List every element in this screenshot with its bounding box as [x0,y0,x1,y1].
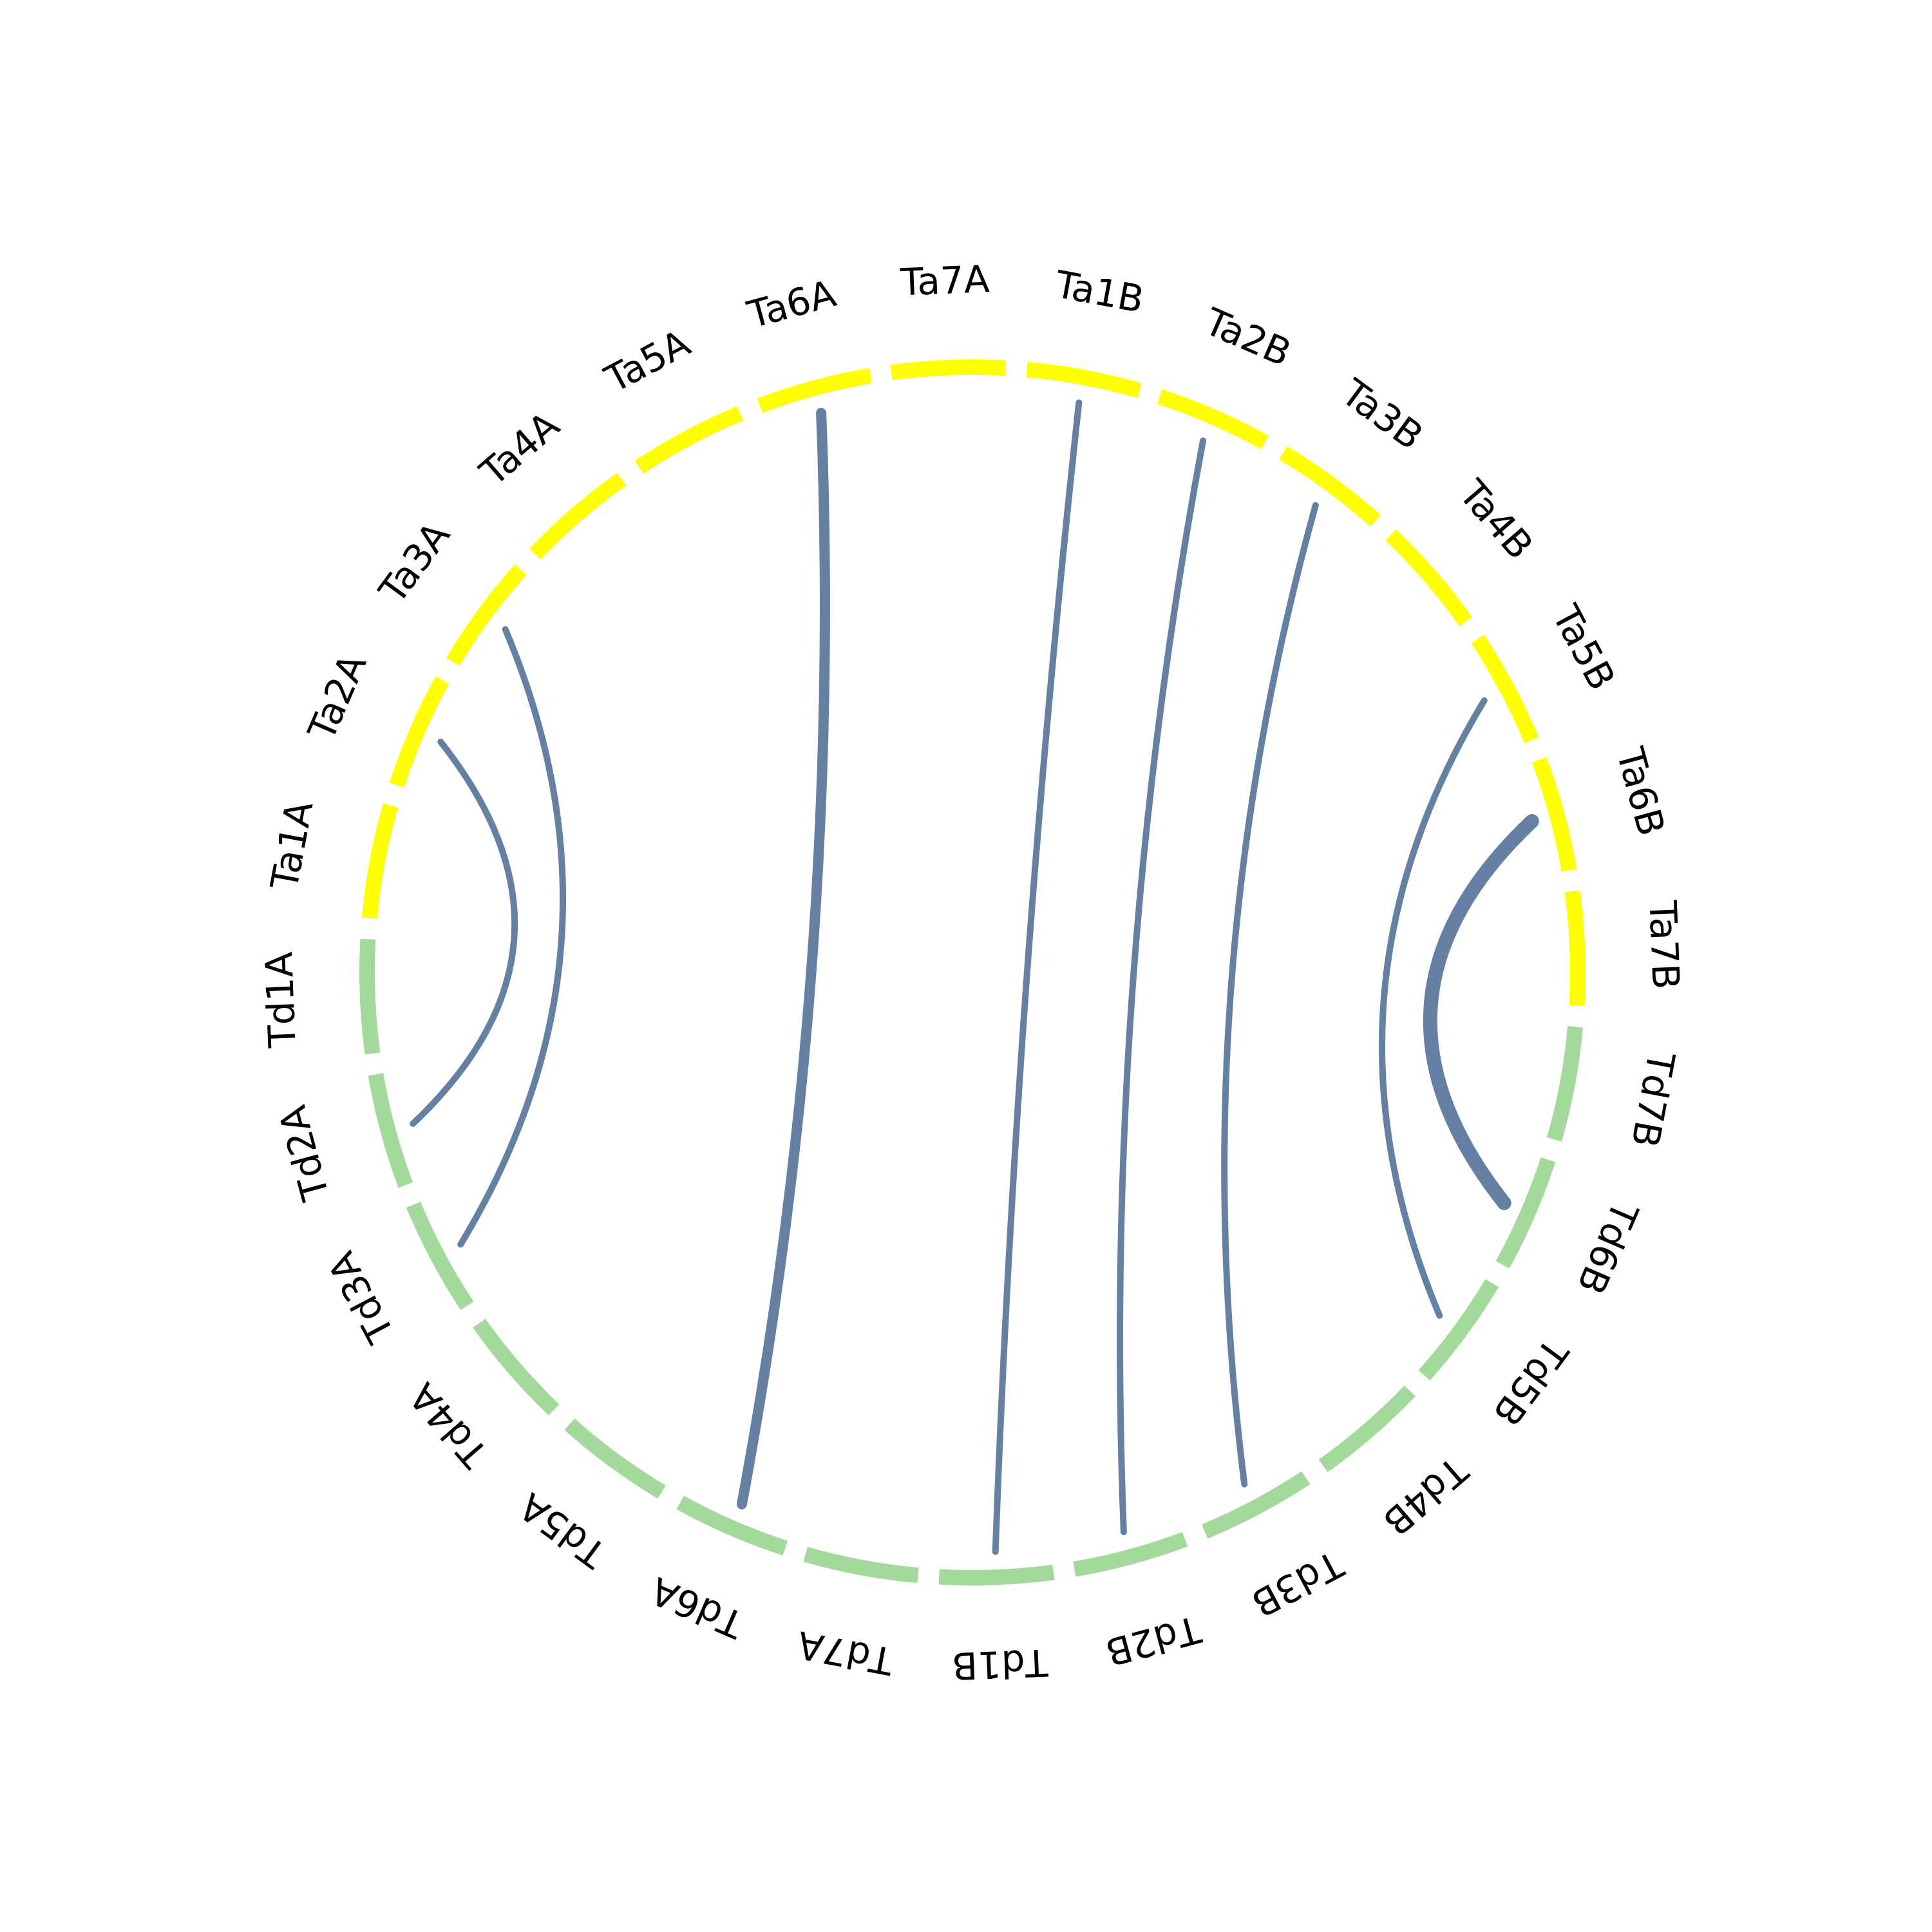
link-td6a-ta6a [736,408,830,1510]
segment-label-ta5b: Ta5B [1543,598,1624,697]
segment-label-ta1b: Ta1B [1051,262,1147,321]
segment-label-td1b: Td1B [951,1640,1050,1688]
segment-td2a [368,1073,413,1188]
segment-ta5b [1471,634,1539,744]
segment-ta4a [529,473,627,560]
segment-ring [359,359,1586,1586]
link-td1b-ta1b [992,399,1083,1555]
segment-label-ta7a: Ta7A [899,257,990,304]
link-td2b-ta2b [1117,437,1207,1535]
segment-ta2b [1157,389,1269,450]
segment-label-td5b: Td5B [1484,1330,1577,1434]
segment-td5a [564,1418,666,1499]
link-td2a-ta2a [410,738,518,1127]
segment-ta4b [1385,529,1472,627]
segment-td6b [1495,1157,1556,1269]
segment-td4a [473,1318,560,1416]
segment-label-ta6b: Ta6B [1608,743,1674,840]
segment-label-ta4a: Ta4A [471,403,568,495]
segment-ta7b [1564,890,1586,1007]
segment-td4b [1318,1385,1416,1472]
segment-label-td7a: Td7A [794,1623,897,1683]
segment-label-ta7b: Ta7B [1640,899,1687,990]
segment-ta1b [1026,361,1142,399]
segment-label-ta2b: Ta2B [1198,299,1298,375]
link-layer [410,399,1539,1555]
segment-label-td3b: Td3B [1245,1542,1350,1625]
segment-ta7a [890,359,1007,381]
segment-ta1a [361,803,399,919]
segment-label-td3a: Td3A [319,1244,404,1350]
segment-label-td5a: Td5A [511,1484,614,1577]
segment-ta2a [389,676,450,788]
segment-td2b [1073,1531,1188,1577]
segment-ta3a [446,564,527,666]
segment-label-td2b: Td2B [1101,1607,1206,1674]
segment-label-td6b: Td6B [1568,1195,1647,1301]
segment-td1b [938,1564,1055,1586]
segment-label-ta5a: Ta5A [598,321,697,401]
segment-label-td1a: Td1A [257,951,305,1050]
link-td3b-ta3b [1221,502,1319,1488]
segment-label-ta6a: Ta6A [743,271,840,337]
segment-td7a [803,1546,919,1584]
segment-td3b [1201,1471,1311,1539]
segment-label-td6a: Td6A [644,1568,750,1647]
segment-td5b [1418,1279,1499,1381]
segment-ta6a [757,368,872,413]
segment-label-ta4b: Ta4B [1450,471,1542,568]
segment-label-ta3a: Ta3A [370,514,459,612]
segment-td3a [406,1201,474,1311]
link-td6b-ta6b [1423,814,1539,1211]
link-td5b-ta5b [1378,697,1488,1319]
segment-td7b [1546,1026,1584,1142]
segment-ta6b [1531,757,1577,872]
segment-td1a [359,938,381,1055]
segment-ta5a [634,406,744,474]
link-td3a-ta3a [457,626,567,1248]
segment-label-td2a: Td2A [270,1101,338,1206]
segment-td6a [676,1495,788,1556]
segment-label-td4a: Td4A [401,1374,497,1476]
segment-label-ta2a: Ta2A [299,647,375,747]
segment-label-td7b: Td7B [1623,1048,1683,1151]
segment-label-ta3b: Ta3B [1333,370,1431,459]
segment-ta3b [1279,446,1381,527]
segment-label-ta1a: Ta1A [262,797,321,893]
segment-label-td4b: Td4B [1374,1448,1476,1544]
